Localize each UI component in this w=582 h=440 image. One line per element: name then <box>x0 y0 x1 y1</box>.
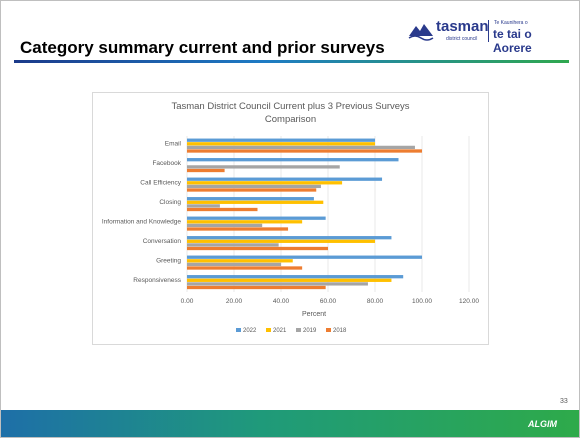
logo-maori-small: Te Kaunihera o <box>494 20 528 26</box>
logo-name: tasman <box>436 18 489 35</box>
tasman-logo-icon <box>408 24 434 41</box>
chart-title: Tasman District Council Current plus 3 P… <box>92 100 489 126</box>
chart-container <box>92 92 489 345</box>
chart-title-line-2: Comparison <box>264 114 317 125</box>
council-logo: tasman district council Te Kaunihera o t… <box>408 18 568 55</box>
footer-bar <box>1 410 579 437</box>
footer-logo: ALGIM <box>528 419 557 429</box>
title-underline-bar <box>14 60 569 63</box>
logo-subtitle: district council <box>446 36 478 42</box>
logo-maori: te tai o Aorere <box>493 27 532 55</box>
logo-divider <box>488 20 489 42</box>
page-number: 33 <box>560 398 568 405</box>
slide-title: Category summary current and prior surve… <box>20 38 385 57</box>
chart-title-line-1: Tasman District Council Current plus 3 P… <box>171 101 410 112</box>
